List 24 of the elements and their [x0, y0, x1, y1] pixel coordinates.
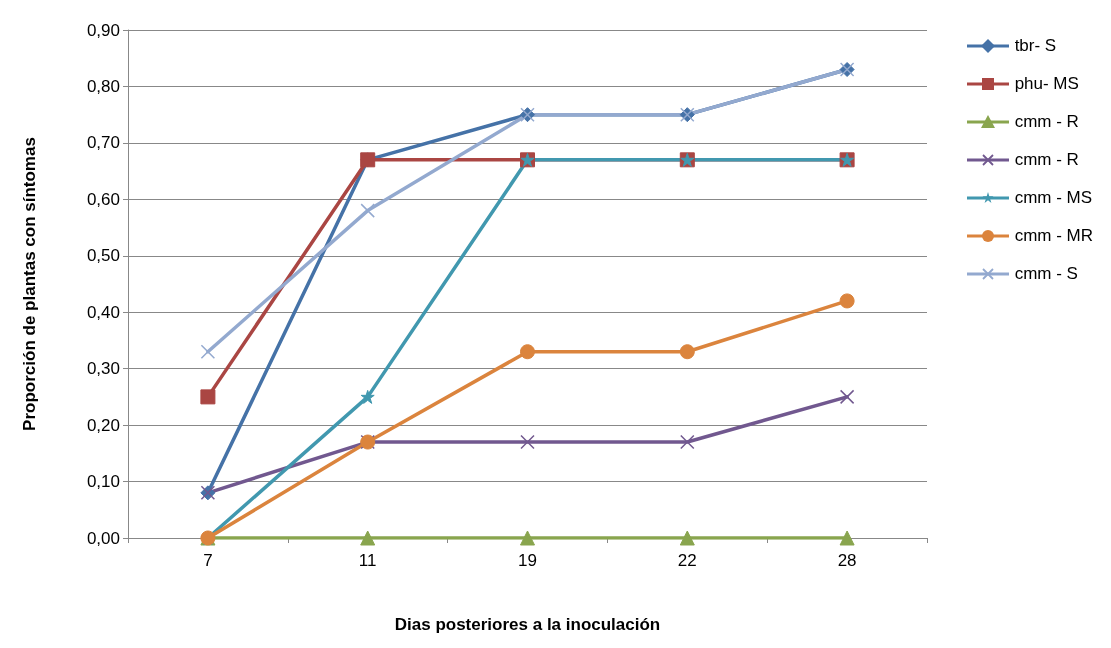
legend-label: cmm - MS	[1014, 188, 1093, 208]
x-tick-label: 11	[358, 551, 377, 570]
y-tick-label: 0,20	[86, 415, 120, 435]
y-tick-label: 0,30	[86, 359, 120, 379]
y-tick-label: 0,10	[86, 472, 120, 492]
legend-label: cmm - R	[1014, 150, 1079, 170]
x-tick-label: 22	[677, 551, 697, 570]
y-tick-label: 0,00	[86, 528, 120, 548]
legend-label: cmm - R	[1014, 112, 1079, 132]
y-tick-label: 0,50	[86, 246, 120, 266]
y-tick-label: 0,90	[86, 20, 120, 40]
x-tick-label: 28	[837, 551, 857, 570]
legend-label: cmm - S	[1014, 264, 1078, 284]
y-tick-label: 0,80	[86, 76, 120, 96]
legend-label: cmm - MR	[1014, 226, 1093, 246]
y-axis-title: Proporción de plantas con síntomas	[20, 137, 39, 431]
x-axis-title: Dias posteriores a la inoculación	[394, 615, 661, 634]
y-tick-label: 0,40	[86, 302, 120, 322]
y-tick-label: 0,70	[86, 133, 120, 153]
y-tick-label: 0,60	[86, 189, 120, 209]
x-tick-label: 7	[203, 551, 213, 570]
legend-label: tbr- S	[1014, 36, 1057, 56]
legend-label: phu- MS	[1014, 74, 1079, 94]
x-tick-label: 19	[518, 551, 537, 570]
